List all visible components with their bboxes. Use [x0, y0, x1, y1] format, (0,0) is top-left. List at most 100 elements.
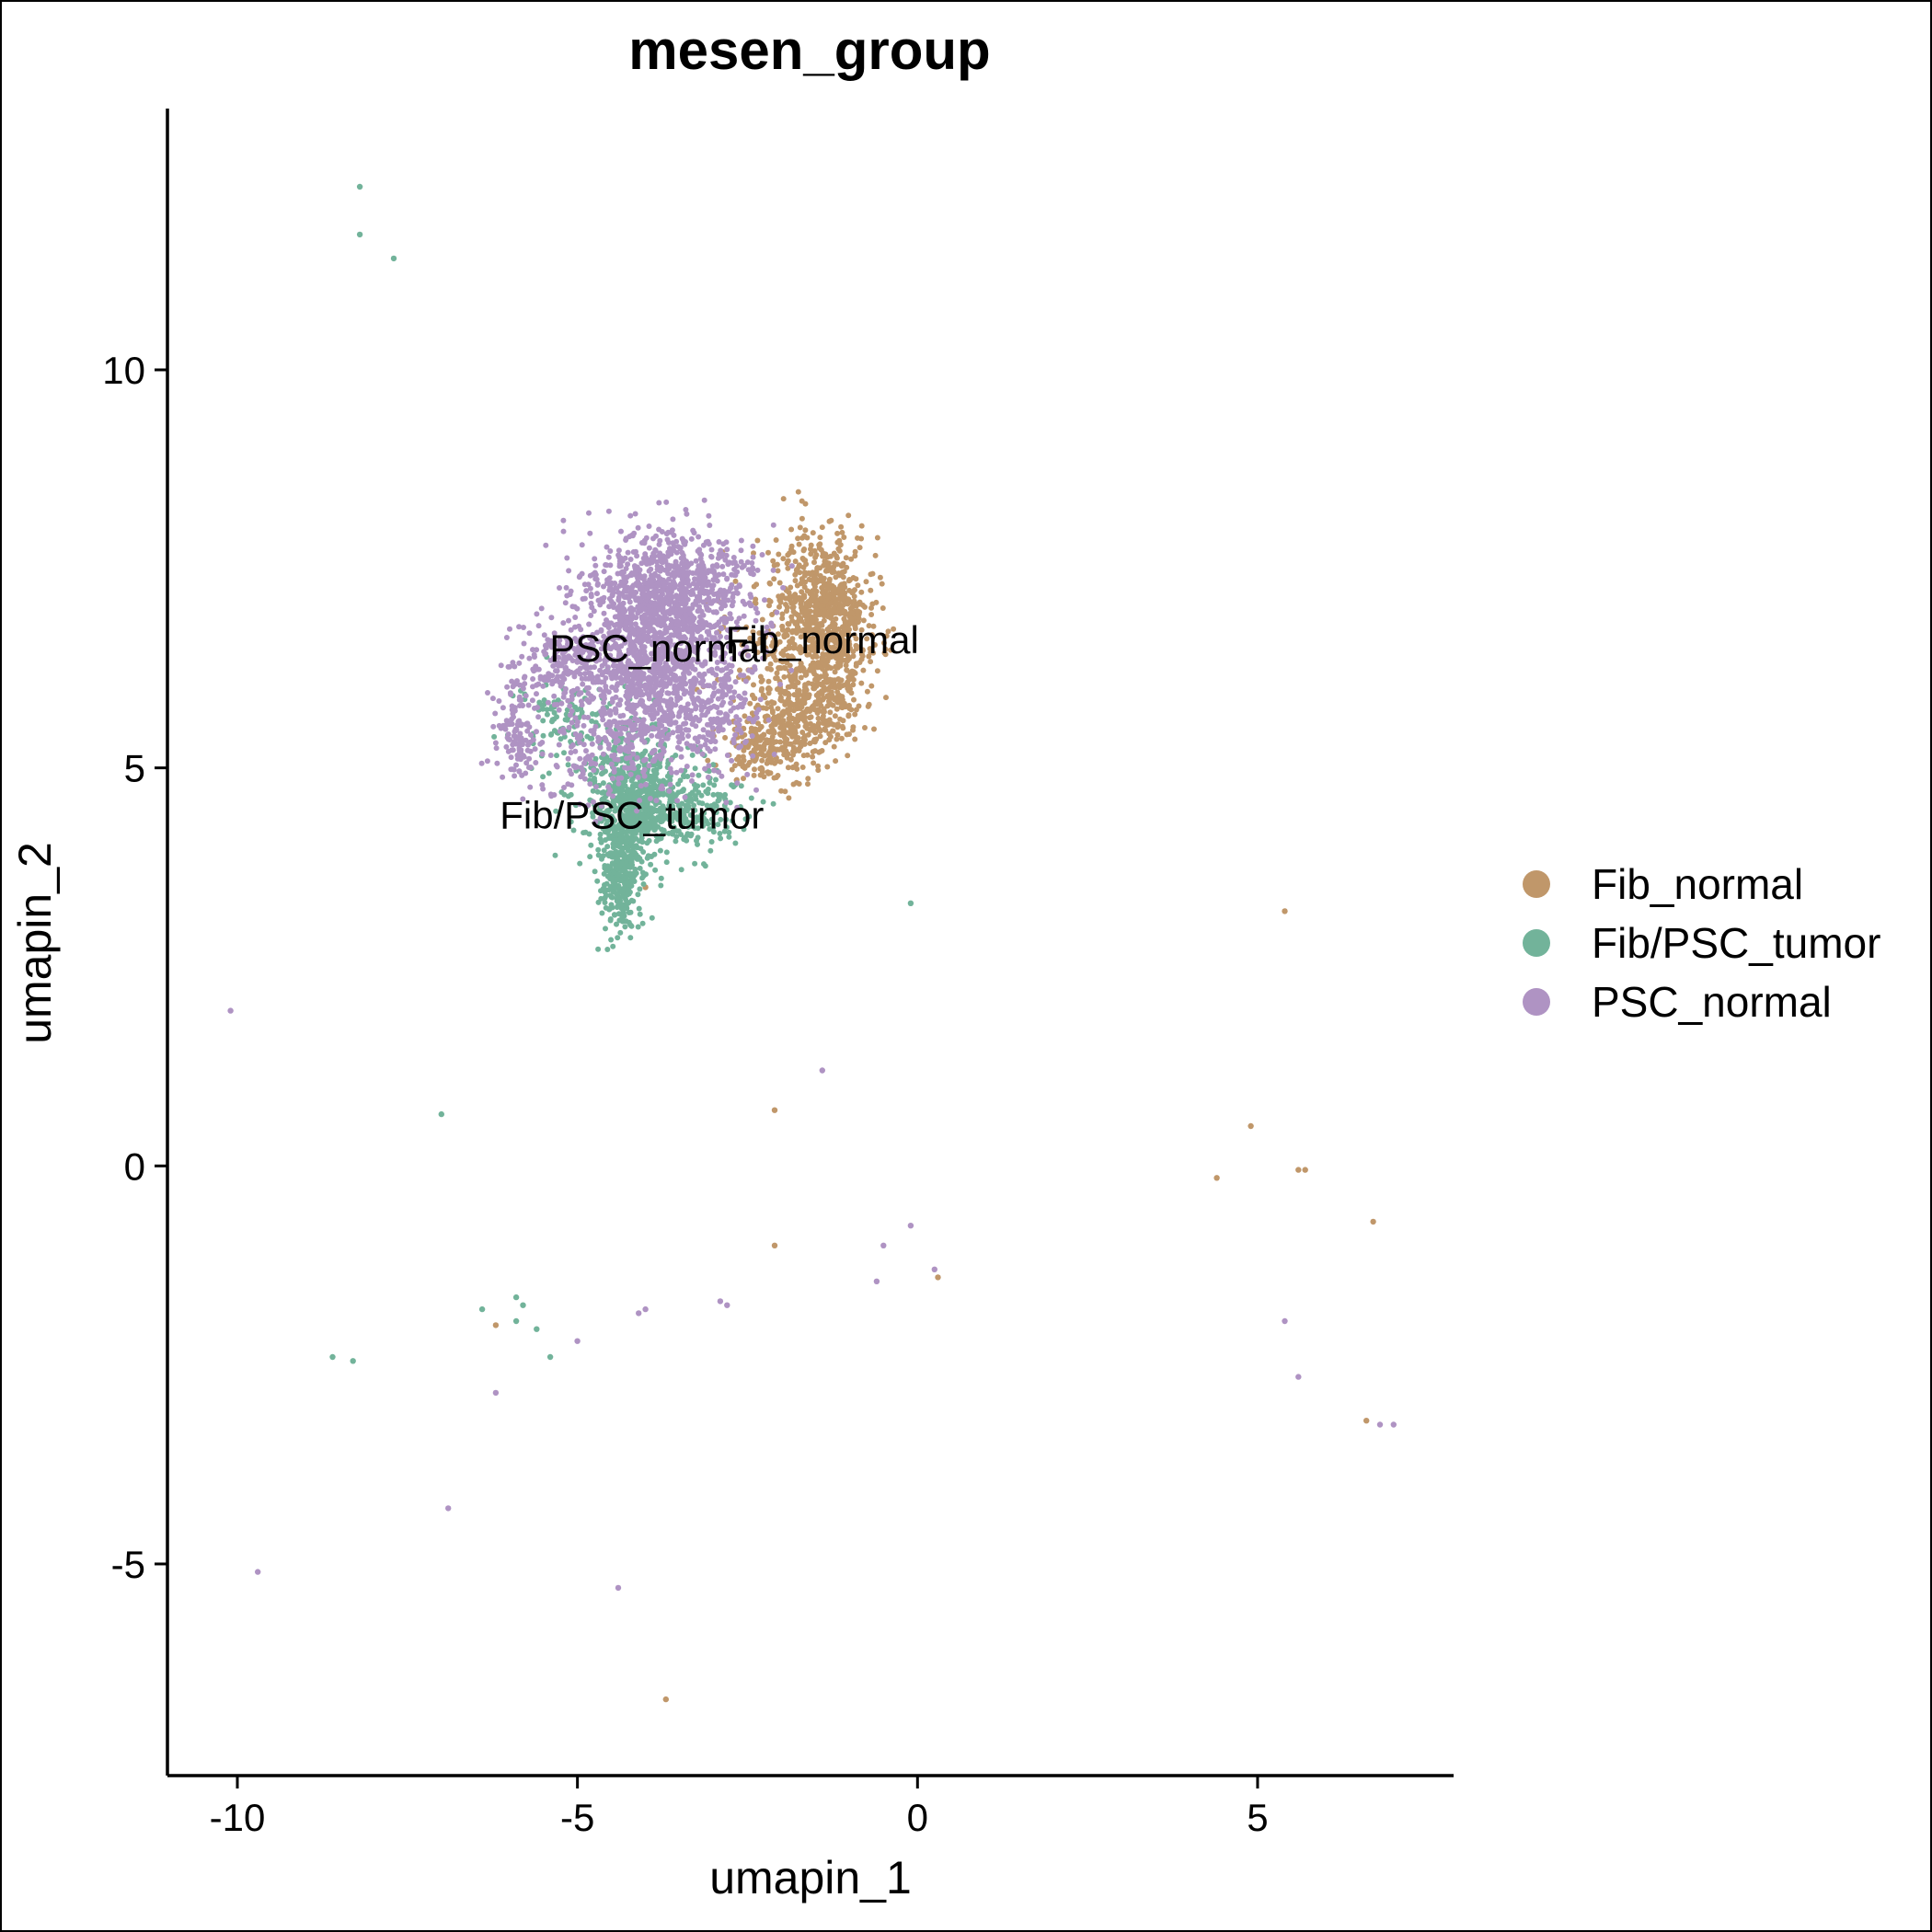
- data-point: [615, 606, 621, 613]
- data-point: [627, 557, 634, 562]
- data-point: [624, 880, 630, 886]
- data-point: [749, 733, 755, 739]
- data-point: [637, 567, 643, 573]
- data-point: [667, 679, 673, 685]
- data-point: [870, 650, 877, 656]
- data-point: [704, 683, 710, 689]
- data-point: [775, 706, 781, 712]
- data-point: [841, 700, 847, 707]
- data-point: [626, 731, 632, 738]
- data-point: [608, 761, 615, 767]
- data-point: [641, 613, 648, 619]
- data-point: [650, 783, 656, 789]
- data-point: [617, 592, 624, 597]
- data-point-outlier: [546, 1353, 554, 1361]
- data-point: [507, 626, 512, 632]
- data-point: [734, 590, 741, 596]
- data-point: [719, 605, 724, 612]
- data-point: [858, 651, 865, 658]
- data-point: [835, 659, 842, 665]
- data-point: [636, 856, 642, 862]
- data-point: [620, 712, 627, 719]
- data-point: [564, 717, 570, 723]
- data-point: [730, 695, 736, 700]
- data-point: [653, 766, 660, 773]
- data-point: [696, 733, 703, 740]
- data-point: [714, 578, 720, 584]
- data-point: [623, 869, 629, 876]
- data-point: [737, 727, 743, 733]
- data-point: [754, 640, 761, 647]
- data-point: [787, 654, 793, 660]
- data-point: [789, 617, 796, 624]
- data-point: [526, 630, 533, 637]
- data-point: [696, 534, 702, 540]
- data-point: [723, 539, 730, 546]
- data-point: [595, 846, 602, 853]
- data-point: [625, 561, 631, 568]
- data-point: [855, 619, 861, 626]
- data-point: [744, 559, 751, 566]
- data-point: [612, 808, 618, 814]
- data-point: [752, 766, 757, 773]
- data-point: [788, 526, 795, 533]
- data-point: [719, 717, 725, 723]
- data-point: [848, 610, 855, 616]
- data-point-outlier: [534, 1326, 540, 1332]
- data-point: [711, 767, 718, 774]
- data-point: [775, 568, 781, 574]
- data-point: [739, 641, 745, 648]
- data-point: [852, 587, 857, 593]
- data-point: [581, 830, 587, 836]
- data-point: [795, 718, 801, 724]
- data-point-outlier: [1213, 1175, 1220, 1181]
- data-point: [778, 665, 784, 672]
- data-point: [787, 711, 793, 718]
- data-point: [814, 638, 821, 645]
- data-point: [801, 733, 808, 739]
- data-point: [662, 681, 669, 687]
- data-point: [726, 688, 732, 694]
- data-point: [605, 508, 612, 514]
- data-point: [602, 886, 608, 892]
- data-point: [628, 897, 635, 903]
- data-point: [765, 549, 771, 556]
- data-point: [705, 721, 710, 728]
- data-point: [540, 683, 546, 689]
- data-point-outlier: [438, 1110, 444, 1118]
- data-point: [625, 695, 631, 701]
- data-point: [617, 559, 624, 565]
- data-point: [812, 645, 819, 651]
- data-point: [521, 674, 527, 681]
- data-point: [768, 757, 775, 764]
- data-point: [625, 890, 631, 896]
- data-point: [754, 567, 761, 573]
- data-point: [588, 593, 594, 600]
- data-point: [791, 641, 798, 648]
- data-point: [845, 596, 852, 603]
- data-point: [801, 584, 808, 591]
- data-point: [668, 756, 674, 763]
- data-point: [806, 598, 812, 604]
- data-point: [736, 744, 742, 751]
- data-point: [804, 752, 811, 758]
- data-point: [720, 571, 727, 578]
- data-point: [750, 753, 756, 759]
- data-point: [834, 553, 839, 559]
- data-point: [839, 589, 845, 595]
- data-point: [870, 623, 877, 629]
- data-point: [734, 780, 741, 787]
- data-point: [844, 667, 850, 673]
- data-point: [615, 876, 621, 882]
- data-point: [813, 736, 820, 742]
- data-point: [730, 705, 737, 711]
- data-point: [799, 556, 806, 562]
- data-point: [619, 860, 626, 867]
- data-point: [787, 730, 793, 737]
- data-point: [558, 736, 564, 742]
- data-point: [777, 739, 784, 745]
- data-point: [650, 535, 656, 542]
- data-point: [759, 735, 765, 742]
- data-point: [801, 669, 808, 675]
- data-point: [600, 780, 606, 787]
